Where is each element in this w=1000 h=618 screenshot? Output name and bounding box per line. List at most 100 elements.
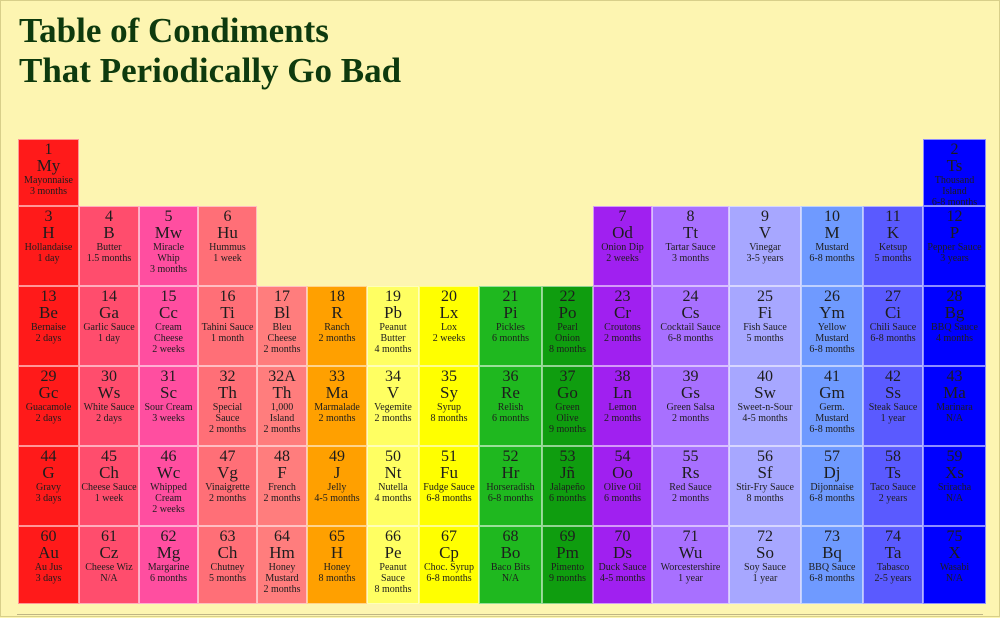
element-number: 68 — [502, 528, 519, 545]
element-cell: 38 Ln Lemon 2 months — [593, 366, 652, 446]
element-number: 24 — [682, 288, 699, 305]
element-shelf-life: 2 weeks — [152, 504, 185, 515]
element-shelf-life: 8 months — [374, 584, 412, 595]
element-cell: 54 Oo Olive Oil 6 months — [593, 446, 652, 526]
element-name: Taco Sauce — [870, 482, 916, 493]
element-name: Hollandaise — [24, 242, 73, 253]
element-symbol: Gm — [819, 383, 845, 402]
element-cell: 28 Bg BBQ Sauce 4 months — [923, 286, 986, 366]
element-cell: 46 Wc Whipped Cream 2 weeks — [139, 446, 198, 526]
element-number: 48 — [274, 448, 290, 465]
element-name: Sriracha — [937, 482, 972, 493]
element-number: 26 — [824, 288, 840, 305]
element-number: 13 — [40, 288, 57, 305]
element-symbol: P — [949, 223, 960, 242]
element-shelf-life: 2 months — [672, 493, 709, 504]
element-shelf-life: 6-8 months — [870, 333, 916, 344]
element-name: Cheese Sauce — [81, 482, 137, 493]
element-name: Pearl Onion — [555, 322, 580, 344]
element-symbol: Pi — [503, 303, 518, 322]
element-cell: 13 Be Bernaise 2 days — [18, 286, 79, 366]
element-name: Jalapeño — [550, 482, 585, 493]
element-shelf-life: 3 days — [35, 573, 62, 584]
element-symbol: Re — [501, 383, 520, 402]
element-name: Vegemite — [374, 402, 412, 413]
element-cell: 72 So Soy Sauce 1 year — [729, 526, 801, 604]
element-cell: 68 Bo Baco Bits N/A — [479, 526, 542, 604]
element-name: Bernaise — [31, 322, 66, 333]
element-symbol: Bg — [944, 303, 965, 322]
element-shelf-life: 9 months — [549, 424, 586, 435]
element-number: 61 — [101, 528, 117, 545]
element-shelf-life: 2 months — [318, 413, 356, 424]
element-cell: 22 Po Pearl Onion 8 months — [542, 286, 593, 366]
element-shelf-life: 6 months — [604, 493, 641, 504]
element-shelf-life: 2 days — [35, 333, 62, 344]
element-symbol: Mw — [154, 223, 183, 242]
element-symbol: Ch — [99, 463, 119, 482]
element-symbol: V — [386, 383, 400, 402]
element-shelf-life: 5 months — [209, 573, 246, 584]
page-title-line-1: Table of Condiments — [19, 11, 329, 50]
element-symbol: J — [333, 463, 341, 482]
element-symbol: Sw — [754, 383, 776, 402]
element-shelf-life: 6-8 months — [809, 573, 855, 584]
element-symbol: Ma — [943, 383, 966, 402]
element-number: 53 — [559, 448, 576, 465]
element-name: Yellow Mustard — [815, 322, 849, 344]
element-shelf-life: 6-8 months — [931, 197, 978, 206]
element-shelf-life: 6 months — [492, 333, 529, 344]
element-symbol: Cr — [614, 303, 631, 322]
element-shelf-life: 2 months — [263, 493, 301, 504]
element-name: Gravy — [36, 482, 61, 493]
element-shelf-life: 2 days — [35, 413, 62, 424]
element-shelf-life: 4-5 months — [599, 573, 646, 584]
element-shelf-life: 1 year — [678, 573, 703, 584]
element-name: Tahini Sauce — [201, 322, 254, 333]
element-number: 42 — [885, 368, 901, 385]
element-symbol: Pm — [556, 543, 579, 562]
element-symbol: B — [103, 223, 115, 242]
element-number: 22 — [559, 288, 576, 305]
element-cell: 34 V Vegemite 2 months — [367, 366, 419, 446]
element-number: 46 — [160, 448, 177, 465]
element-number: 70 — [614, 528, 631, 545]
element-number: 39 — [682, 368, 699, 385]
element-symbol: Fu — [440, 463, 458, 482]
element-symbol: Sf — [757, 463, 773, 482]
element-number: 14 — [101, 288, 117, 305]
element-cell: 11 K Ketsup 5 months — [863, 206, 923, 286]
element-name: Cream Cheese — [154, 322, 183, 344]
element-symbol: Wu — [678, 543, 703, 562]
element-cell: 70 Ds Duck Sauce 4-5 months — [593, 526, 652, 604]
element-cell: 71 Wu Worcestershire 1 year — [652, 526, 729, 604]
element-number: 35 — [441, 368, 457, 385]
element-symbol: Xs — [945, 463, 964, 482]
element-cell: 30 Ws White Sauce 2 days — [79, 366, 139, 446]
element-name: French — [268, 482, 296, 493]
element-cell: 19 Pb Peanut Butter 4 months — [367, 286, 419, 366]
element-cell: 51 Fu Fudge Sauce 6-8 months — [419, 446, 479, 526]
element-name: Marinara — [936, 402, 973, 413]
element-shelf-life: 5 months — [746, 333, 784, 344]
element-symbol: G — [42, 463, 55, 482]
element-cell: 7 Od Onion Dip 2 weeks — [593, 206, 652, 286]
element-cell: 42 Ss Steak Sauce 1 year — [863, 366, 923, 446]
element-symbol: Bq — [822, 543, 842, 562]
element-shelf-life: 2 months — [374, 413, 412, 424]
element-symbol: Gs — [681, 383, 700, 402]
element-shelf-life: 6-8 months — [809, 253, 855, 264]
element-number: 43 — [946, 368, 963, 385]
element-number: 41 — [824, 368, 840, 385]
element-name: Croutons — [604, 322, 641, 333]
element-cell: 75 X Wasabi N/A — [923, 526, 986, 604]
element-symbol: Bo — [500, 543, 521, 562]
element-symbol: Sc — [160, 383, 177, 402]
element-number: 40 — [757, 368, 773, 385]
element-number: 17 — [274, 288, 290, 305]
element-name: Ketsup — [878, 242, 908, 253]
element-number: 75 — [946, 528, 963, 545]
element-symbol: Au — [38, 543, 59, 562]
element-cell: 5 Mw Miracle Whip 3 months — [139, 206, 198, 286]
element-cell: 61 Cz Cheese Wiz N/A — [79, 526, 139, 604]
